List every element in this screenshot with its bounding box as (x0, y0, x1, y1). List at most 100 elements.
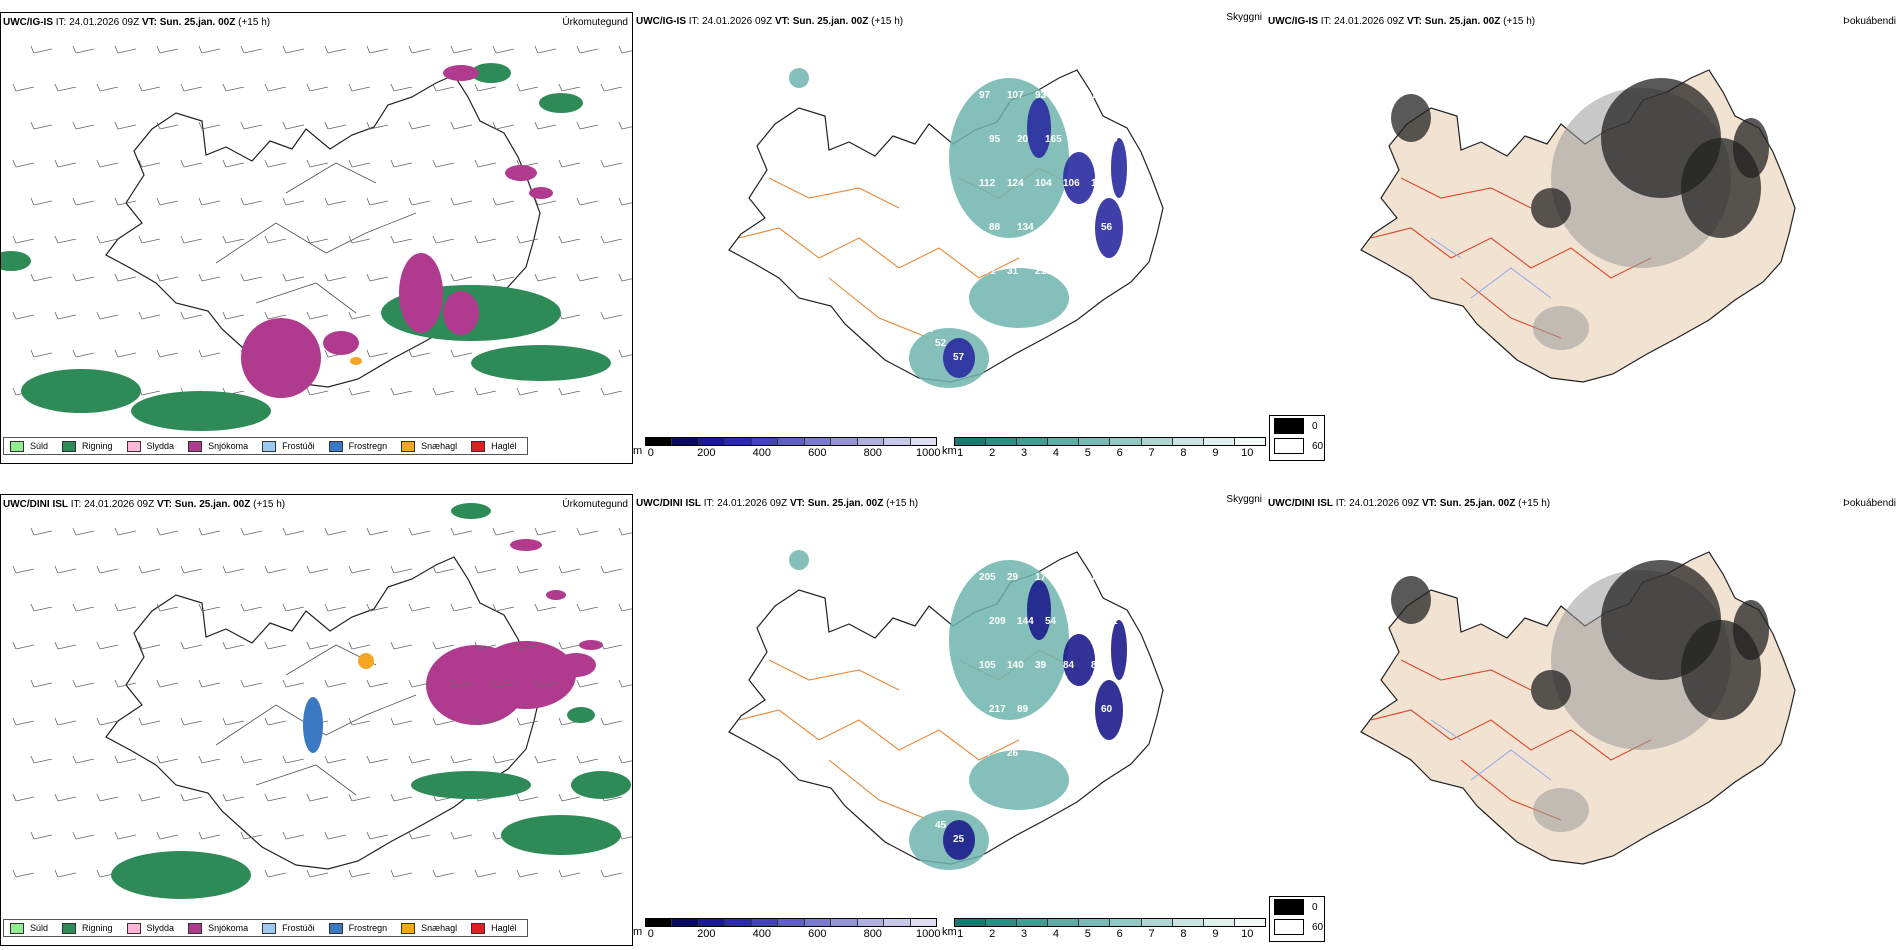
precip-map-bottom (12, 503, 632, 899)
wind-barb (156, 603, 179, 612)
wind-barb (198, 45, 221, 54)
colorbar-tick-label: 9 (1212, 928, 1219, 940)
visibility-value: 54 (1045, 616, 1057, 627)
panel-header: UWC/DINI ISL IT: 24.01.2026 09Z VT: Sun.… (636, 498, 919, 509)
colorbar-ticks: 1 2 3 4 5 6 7 8 9 10 (954, 927, 1266, 940)
wind-barb (576, 197, 599, 206)
colorbar-segment (857, 919, 885, 926)
wind-barb (306, 641, 329, 650)
colorbar-segment (1203, 919, 1235, 926)
wind-barb (54, 235, 77, 244)
colorbar-tick-label: 4 (1052, 928, 1059, 940)
wind-barb (180, 717, 203, 726)
wind-barb (198, 273, 221, 282)
legend-item: Haglél (471, 440, 517, 452)
wind-barb (366, 197, 389, 206)
legend-item: Frostregn (328, 440, 387, 452)
colorbar-tick-label: 7 (1148, 447, 1155, 459)
visibility-value: 192 (1073, 704, 1090, 715)
dense-fog-area (1733, 118, 1769, 178)
colorbar-segment (672, 438, 699, 445)
colorbar-segment (646, 438, 673, 445)
wind-barb (54, 311, 77, 320)
wind-barb (474, 565, 497, 574)
colorbar-tick-label: 2 (989, 447, 996, 459)
wind-barb (306, 83, 329, 92)
wind-barb (534, 679, 557, 688)
legend-label: Slydda (146, 441, 175, 451)
colorbar-segment (857, 438, 885, 445)
wind-barb (558, 793, 581, 802)
wind-barb (30, 45, 53, 54)
wind-barb (432, 159, 455, 168)
snow-area (546, 590, 566, 600)
wind-barb (96, 565, 119, 574)
visibility-value: 52 (935, 338, 947, 349)
wind-barb (282, 273, 305, 282)
colorbar-tick-label: 5 (1084, 928, 1091, 940)
rain-area (539, 93, 583, 113)
wind-barb (30, 349, 53, 358)
low-ceiling-area (943, 338, 975, 378)
wind-barb (618, 197, 632, 206)
visibility-value: 24 (1063, 266, 1075, 277)
legend-swatch (262, 922, 277, 934)
wind-barb (390, 869, 413, 878)
wind-barb (348, 235, 371, 244)
wind-barb (30, 197, 53, 206)
wind-barb (96, 159, 119, 168)
low-ceiling-area (1063, 152, 1095, 204)
colorbar-height-top: 0 200 400 600 800 1000 m (633, 437, 940, 459)
legend-label: Frostúði (282, 923, 315, 933)
wind-barb (240, 273, 263, 282)
wind-barb (576, 679, 599, 688)
wind-barb (390, 793, 413, 802)
colorbar-tick-label: 1000 (915, 928, 941, 940)
colorbar-segment (698, 919, 726, 926)
wind-barb (222, 717, 245, 726)
wind-barb (138, 793, 161, 802)
wind-barb (366, 273, 389, 282)
wind-barb (492, 273, 515, 282)
wind-barb (474, 83, 497, 92)
wind-barb (222, 641, 245, 650)
wind-barb (138, 83, 161, 92)
wind-barb (618, 679, 632, 688)
colorbar-distance-bottom: 1 2 3 4 5 6 7 8 9 10 km (942, 918, 1266, 940)
wind-barb (618, 527, 632, 536)
wind-barb (198, 755, 221, 764)
colorbar-strip (645, 918, 937, 927)
colorbar-strip (645, 437, 937, 446)
wind-barb (114, 349, 137, 358)
colorbar-segment (1234, 438, 1265, 445)
precip-legend: Súld Rigning Slydda Snjókoma Frostúði Frostre… (3, 919, 528, 937)
legend-label: Snjókoma (208, 923, 249, 933)
legend-swatch (188, 440, 203, 452)
wind-barb (138, 159, 161, 168)
wind-barb (366, 527, 389, 536)
panel-header: UWC/IG-IS IT: 24.01.2026 09Z VT: Sun. 25… (3, 17, 271, 28)
wind-barb (408, 121, 431, 130)
legend-item: Súld (10, 440, 48, 452)
legend-swatch (126, 922, 141, 934)
wind-barb (390, 717, 413, 726)
visibility-value: 113 (1045, 222, 1062, 233)
colorbar-segment (778, 438, 805, 445)
freezing-rain-area (303, 697, 323, 753)
panel-title-fog: Þokuábendi (1843, 16, 1896, 27)
wind-barb (306, 793, 329, 802)
rain-area (571, 771, 631, 799)
wind-barb (474, 159, 497, 168)
wind-barb (534, 273, 557, 282)
legend-label: Súld (30, 923, 49, 933)
wind-barb (450, 831, 473, 840)
legend-swatch (62, 922, 77, 934)
wind-barb (138, 717, 161, 726)
wind-barb (240, 755, 263, 764)
wind-barb (198, 349, 221, 358)
wind-barb (156, 273, 179, 282)
wind-barb (348, 793, 371, 802)
wind-barb (156, 45, 179, 54)
wind-barb (516, 641, 539, 650)
wind-barb (390, 235, 413, 244)
